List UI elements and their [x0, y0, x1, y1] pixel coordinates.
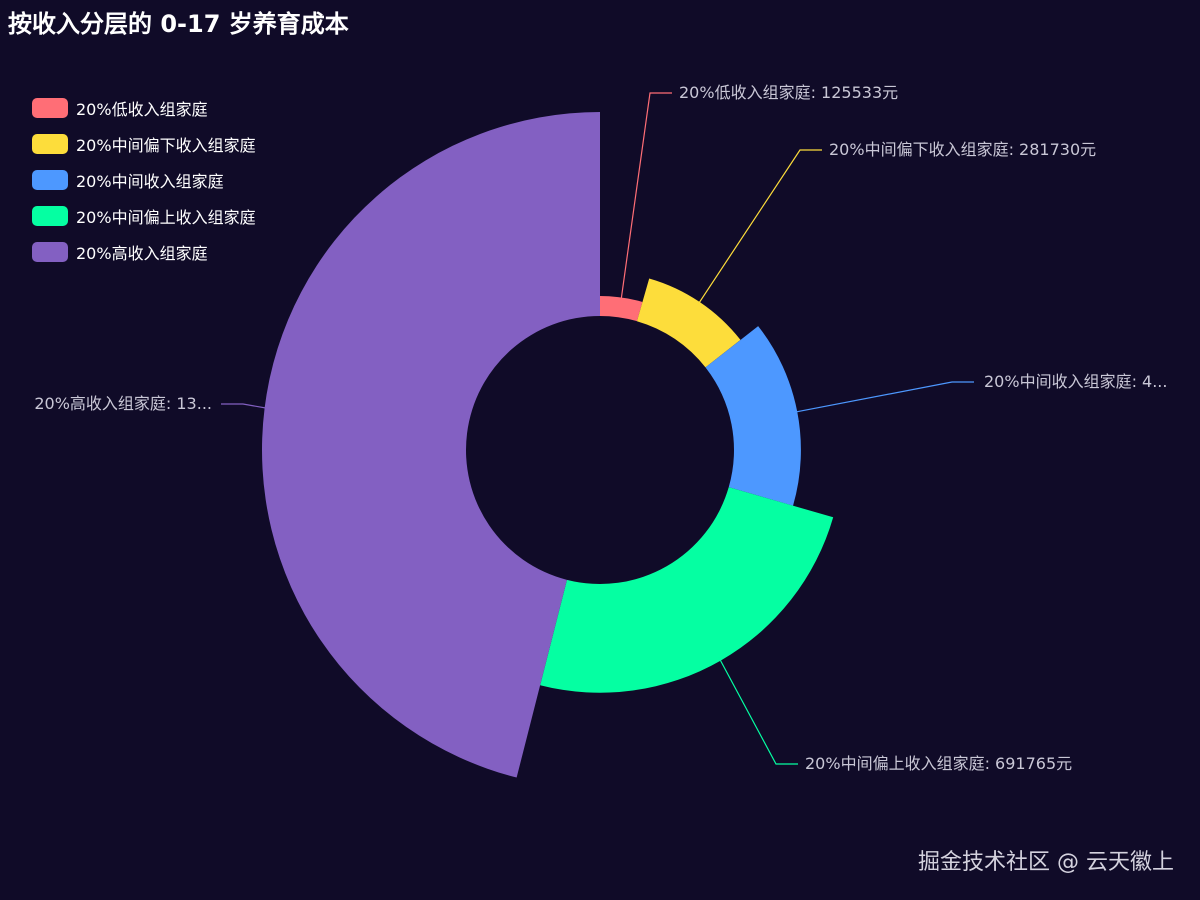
watermark-text: 掘金技术社区 @ 云天徽上 — [918, 850, 1174, 875]
label-leader-line — [221, 403, 269, 410]
label-leader-line — [696, 149, 822, 306]
legend-label: 20%中间偏下收入组家庭 — [76, 136, 256, 155]
legend-item[interactable]: 20%中间偏上收入组家庭 — [32, 204, 256, 228]
legend-item[interactable]: 20%中间偏下收入组家庭 — [32, 132, 256, 156]
slice-label: 20%中间偏上收入组家庭: 691765元 — [805, 754, 1072, 773]
legend-label: 20%中间偏上收入组家庭 — [76, 208, 256, 227]
slice-label: 20%中间收入组家庭: 4... — [984, 372, 1167, 391]
slice-label: 20%中间偏下收入组家庭: 281730元 — [829, 140, 1096, 159]
pie-slice[interactable] — [705, 326, 801, 506]
label-leader-line — [718, 656, 798, 765]
pie-slice[interactable] — [261, 112, 600, 778]
legend-swatch — [32, 170, 68, 190]
label-leader-line — [793, 381, 974, 414]
chart-title: 按收入分层的 0-17 岁养育成本 — [8, 10, 349, 38]
legend-item[interactable]: 20%高收入组家庭 — [32, 240, 256, 264]
legend-swatch — [32, 242, 68, 262]
chart-legend: 20%低收入组家庭 20%中间偏下收入组家庭 20%中间收入组家庭 20%中间偏上收入… — [32, 96, 256, 276]
legend-label: 20%低收入组家庭 — [76, 100, 208, 119]
legend-swatch — [32, 134, 68, 154]
legend-swatch — [32, 206, 68, 226]
label-leader-line — [620, 92, 672, 302]
pie-slice[interactable] — [600, 296, 643, 322]
slice-label: 20%高收入组家庭: 13... — [34, 394, 212, 413]
legend-item[interactable]: 20%低收入组家庭 — [32, 96, 256, 120]
legend-swatch — [32, 98, 68, 118]
legend-label: 20%中间收入组家庭 — [76, 172, 224, 191]
pie-slice[interactable] — [636, 278, 741, 368]
legend-item[interactable]: 20%中间收入组家庭 — [32, 168, 256, 192]
legend-label: 20%高收入组家庭 — [76, 244, 208, 263]
slice-label: 20%低收入组家庭: 125533元 — [679, 83, 898, 102]
pie-slice[interactable] — [540, 487, 834, 693]
